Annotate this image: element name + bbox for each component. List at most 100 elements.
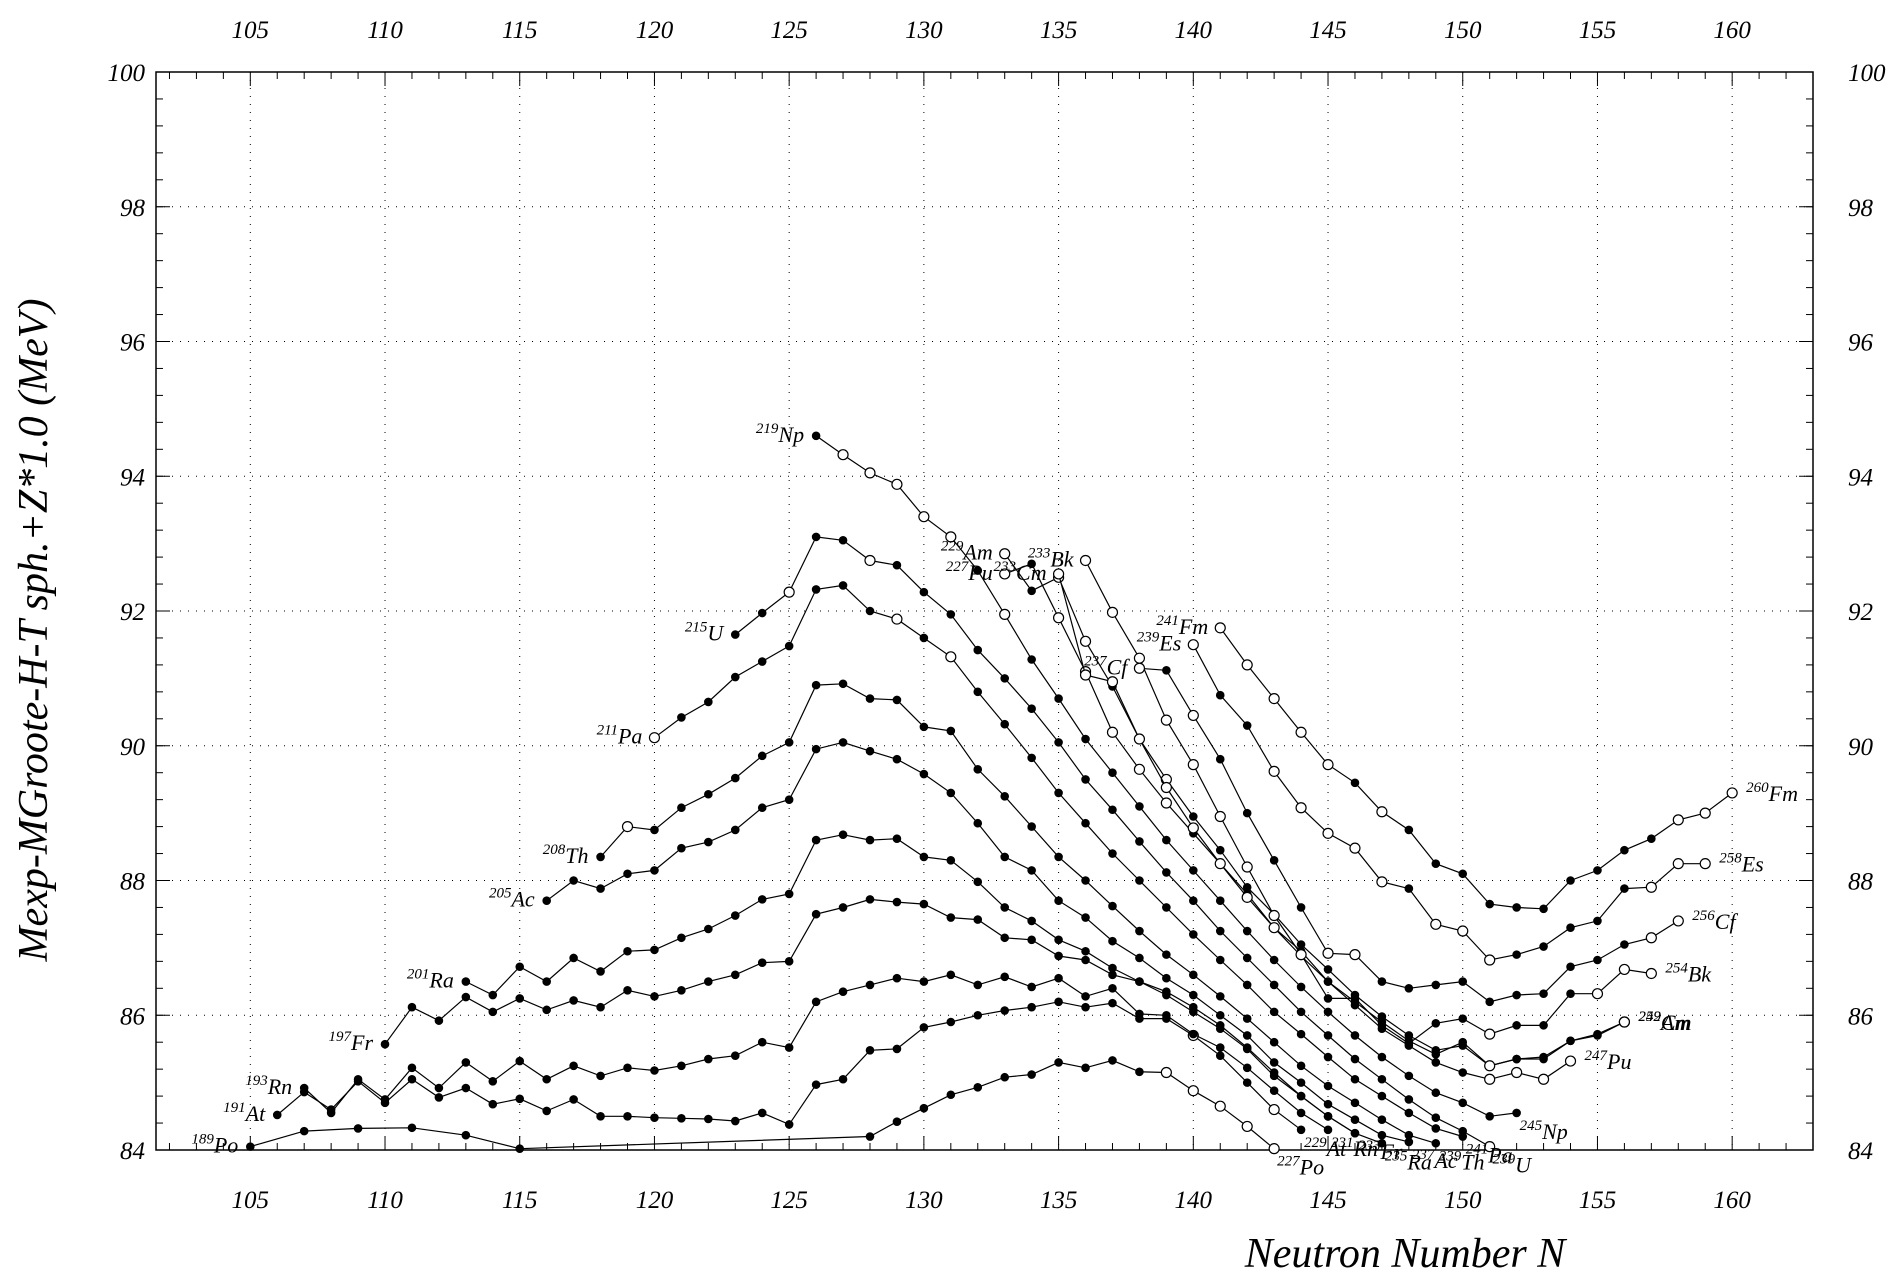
data-point-filled (569, 876, 578, 885)
isotope-symbol: Bk (1050, 546, 1074, 571)
isotope-symbol: Cm (1016, 560, 1047, 585)
data-point-filled (704, 837, 713, 847)
data-point-filled (865, 895, 875, 904)
data-point-filled (973, 1010, 983, 1020)
isotope-label-start: 215U (685, 620, 726, 646)
data-point-filled (542, 1106, 551, 1116)
x-tick-label: 155 (1579, 1187, 1617, 1214)
series-line-am (1004, 553, 1625, 1067)
isotope-label-end: 254Bk (1665, 960, 1712, 986)
data-point-filled (1215, 690, 1225, 700)
data-point-filled (1431, 1050, 1441, 1059)
isotope-label-end: 245Np (1520, 1118, 1568, 1144)
y-tick-label-right: 88 (1848, 869, 1874, 896)
data-point-filled (1404, 1095, 1414, 1104)
data-point-filled (1350, 1128, 1360, 1138)
data-point-open (1268, 692, 1280, 705)
data-point-filled (515, 1056, 525, 1066)
data-point-open (1160, 797, 1172, 809)
data-point-filled (650, 1066, 659, 1075)
isotope-symbol: Fm (1178, 614, 1208, 639)
data-point-filled (757, 958, 767, 967)
data-point-filled (1000, 1006, 1010, 1015)
data-point-open (1214, 622, 1226, 634)
isotope-symbol: Cf (1107, 654, 1131, 679)
data-point-filled (1000, 903, 1010, 912)
data-point-filled (1027, 935, 1036, 945)
data-point-filled (1000, 852, 1010, 862)
data-point-filled (569, 996, 578, 1005)
data-point-filled (704, 789, 713, 799)
isotope-symbol: Es (1158, 631, 1181, 656)
data-point-open (1699, 807, 1711, 819)
data-point-filled (677, 803, 686, 813)
data-point-filled (811, 744, 821, 754)
isotope-label-end: 239Th (1439, 1148, 1485, 1174)
isotope-label-end: 260Fm (1746, 780, 1798, 806)
data-point-filled (838, 903, 848, 912)
data-point-filled (865, 1045, 875, 1055)
data-point-filled (865, 835, 875, 845)
isotope-mass-number: 193 (245, 1073, 268, 1089)
data-point-open (945, 651, 957, 663)
y-tick-label-right: 98 (1848, 195, 1874, 222)
y-tick-label: 84 (120, 1138, 145, 1165)
data-point-filled (784, 795, 794, 804)
data-point-filled (677, 713, 686, 722)
data-point-open (1618, 1016, 1630, 1028)
data-point-open (1187, 639, 1199, 651)
x-tick-label-top: 120 (636, 17, 674, 44)
data-point-filled (730, 1116, 740, 1126)
data-point-filled (919, 852, 929, 862)
data-point-open (1484, 1060, 1496, 1072)
data-point-filled (434, 1016, 444, 1025)
data-point-filled (1458, 1126, 1468, 1136)
series-line-u (734, 536, 1490, 1148)
data-point-filled (1135, 837, 1144, 846)
isotope-symbol: Am (1659, 1010, 1690, 1035)
data-point-filled (1539, 989, 1548, 998)
isotope-mass-number: 219 (756, 421, 779, 437)
series-layer (246, 431, 1738, 1155)
data-point-filled (1296, 982, 1306, 992)
data-point-filled (757, 1108, 767, 1118)
isotope-symbol: Np (777, 422, 804, 447)
data-point-filled (919, 722, 929, 732)
data-point-filled (1135, 876, 1144, 885)
data-point-open (1133, 652, 1146, 664)
isotope-label-end: 235Ra (1385, 1148, 1432, 1174)
data-point-filled (542, 1074, 551, 1084)
x-tick-label: 105 (232, 1187, 270, 1214)
x-tick-label: 130 (905, 1187, 943, 1214)
isotope-mass-number: 249 (1638, 1009, 1661, 1025)
isotope-mass-number: 227 (946, 559, 970, 575)
data-point-filled (1054, 951, 1063, 961)
data-point-filled (784, 641, 794, 651)
data-point-filled (946, 1017, 956, 1027)
data-point-filled (730, 825, 740, 835)
isotope-mass-number: 260 (1746, 780, 1769, 796)
data-point-filled (704, 977, 713, 986)
data-point-filled (946, 855, 956, 865)
y-axis-title: Mexp-MGroote-H-T sph.+Z*1.0 (MeV) (11, 299, 57, 963)
data-point-filled (1566, 989, 1575, 998)
data-point-filled (1108, 768, 1117, 778)
isotope-label-end: 237Ac (1412, 1147, 1458, 1173)
data-point-filled (1108, 849, 1117, 858)
x-tick-label: 115 (502, 1187, 538, 1214)
isotope-symbol: Fm (1768, 781, 1798, 806)
data-point-open (1187, 709, 1199, 722)
data-point-filled (892, 897, 902, 907)
data-point-filled (1620, 845, 1629, 855)
isotope-mass-number: 229 (941, 539, 964, 555)
data-point-filled (1215, 896, 1225, 906)
isotope-label-end: 247Pu (1585, 1048, 1632, 1074)
data-point-filled (1323, 965, 1333, 974)
data-point-filled (1000, 972, 1010, 982)
data-point-filled (353, 1124, 363, 1133)
data-point-filled (1081, 775, 1090, 784)
data-point-filled (1027, 1002, 1036, 1012)
data-point-open (1106, 726, 1119, 738)
data-point-filled (1108, 984, 1117, 993)
isotope-mass-number: 229 (1304, 1135, 1327, 1151)
